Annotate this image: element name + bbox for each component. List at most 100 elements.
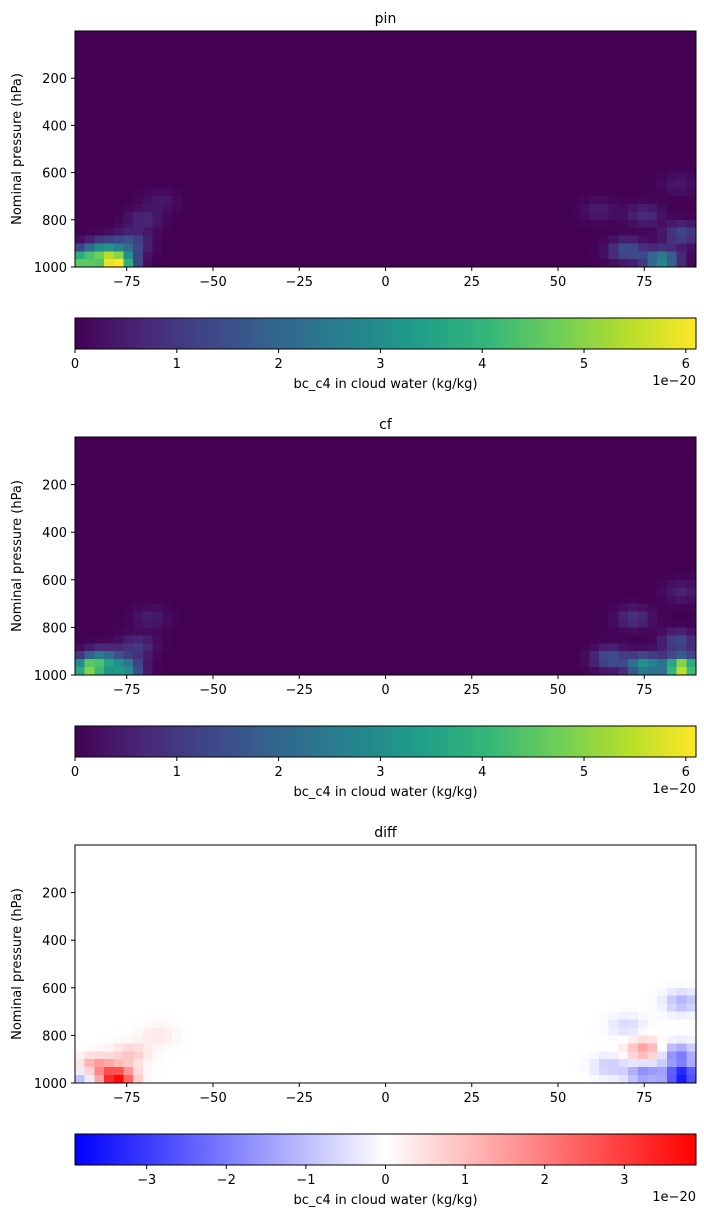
heatmap-cell [210,556,222,565]
heatmap-cell [666,164,678,174]
heatmap-cell [472,125,484,134]
heatmap-cell [531,516,542,525]
heatmap-cell [220,70,231,79]
heatmap-cell [259,141,270,150]
heatmap-cell [637,251,649,260]
heatmap-cell [123,141,134,150]
heatmap-cell [385,508,396,517]
heatmap-cell [298,508,309,517]
heatmap-cell [133,180,144,189]
heatmap-cell [142,868,154,878]
colorbar-segment [149,726,154,757]
heatmap-cell [472,540,484,549]
heatmap-cell [686,141,697,150]
heatmap-cell [75,460,86,470]
heatmap-cell [676,595,687,605]
heatmap-cell [172,259,183,268]
heatmap-cell [618,38,629,48]
heatmap-cell [239,868,251,878]
heatmap-cell [492,437,503,446]
heatmap-cell [220,93,231,103]
heatmap-cell [531,188,542,197]
heatmap-cell [75,627,86,636]
heatmap-cell [307,259,319,268]
heatmap-cell [666,437,678,446]
heatmap-cell [666,133,678,142]
heatmap-cell [608,468,619,478]
heatmap-cell [133,259,144,268]
heatmap-cell [288,924,299,933]
heatmap-cell [142,141,154,150]
heatmap-cell [560,70,571,79]
heatmap-cell [356,54,367,64]
heatmap-cell [210,852,222,862]
heatmap-cell [560,93,571,103]
heatmap-cell [133,452,144,462]
heatmap-cell [269,141,280,150]
heatmap-cell [521,109,532,119]
heatmap-cell [463,876,474,886]
heatmap-cell [366,164,377,174]
heatmap-cell [569,643,581,652]
heatmap-cell [259,31,270,40]
heatmap-cell [366,62,377,71]
heatmap-cell [453,532,464,541]
heatmap-cell [142,484,154,494]
heatmap-cell [618,54,629,64]
heatmap-cell [550,556,561,565]
heatmap-cell [511,587,522,597]
heatmap-cell [327,587,338,597]
heatmap-cell [531,468,542,478]
heatmap-cell [608,204,619,213]
heatmap-cell [385,516,396,525]
heatmap-cell [75,70,86,79]
heatmap-cell [336,603,348,613]
heatmap-cell [560,635,571,644]
heatmap-cell [598,243,610,252]
heatmap-cell [375,540,387,549]
heatmap-cell [307,196,319,205]
heatmap-cell [472,62,484,71]
heatmap-cell [686,852,697,862]
heatmap-cell [133,563,144,573]
colorbar-tick-label: 6 [682,765,690,780]
heatmap-cell [298,180,309,189]
heatmap-cell [201,611,212,621]
heatmap-cell [531,571,542,581]
heatmap-cell [501,227,513,237]
heatmap-cell [278,62,290,71]
heatmap-cell [628,172,639,182]
heatmap-cell [327,595,338,605]
heatmap-cell [307,916,319,925]
heatmap-cell [298,516,309,525]
heatmap-cell [404,484,416,494]
heatmap-cell [521,31,532,40]
heatmap-cell [511,468,522,478]
heatmap-cell [598,31,610,40]
heatmap-cell [598,587,610,597]
heatmap-cell [104,619,115,628]
colorbar-segment [503,726,508,757]
heatmap-cell [298,70,309,79]
y-tick-label: 400 [42,119,67,134]
heatmap-cell [647,117,658,126]
heatmap-cell [501,884,513,894]
heatmap-cell [269,46,280,56]
heatmap-cell [288,540,299,549]
heatmap-cell [152,508,163,517]
heatmap-cell [395,38,406,48]
heatmap-cell [385,571,396,581]
heatmap-cell [589,460,600,470]
heatmap-cell [540,172,552,182]
heatmap-cell [307,908,319,917]
heatmap-cell [404,508,416,517]
heatmap-cell [152,93,163,103]
heatmap-cell [443,62,455,71]
heatmap-cell [249,659,260,668]
heatmap-cell [618,452,629,462]
heatmap-cell [540,38,552,48]
colorbar-segment [416,318,421,349]
colorbar-segment [270,318,275,349]
heatmap-cell [346,508,357,517]
heatmap-cell [531,164,542,174]
